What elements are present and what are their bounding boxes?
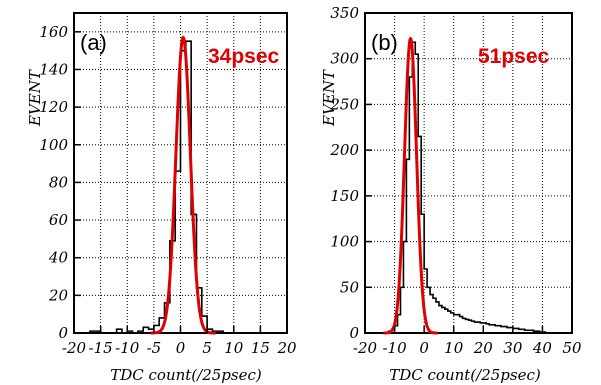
panel-b-ytick-label: 200: [329, 141, 359, 159]
panel-b-ylabel: EVENT: [320, 69, 338, 127]
panel-a-histogram-step: [74, 40, 287, 334]
panel-a-resolution-label: 34psec: [208, 45, 280, 68]
panel-b-xtick-label: -20: [353, 339, 378, 357]
panel-a-xtick-label: 10: [224, 339, 244, 357]
panel-a-label: (a): [80, 30, 107, 55]
panel-a-ytick-label: 100: [39, 136, 68, 154]
panel-a-fit: [150, 35, 216, 335]
panel-a-xtick-label: 20: [276, 339, 297, 357]
panel-a-xtick-label: -10: [115, 339, 140, 357]
panel-b-xtick-label: 50: [562, 339, 582, 357]
panel-a-ytick-label: 80: [49, 173, 69, 191]
panel-b-ytick-label: 300: [330, 50, 359, 68]
panel-b-ytick-label: 50: [340, 278, 360, 296]
panel-b-xtick-label: 10: [444, 339, 464, 357]
panel-a-xtick-label: -15: [89, 339, 113, 357]
panel-b-xlabel: TDC count(/25psec): [389, 366, 541, 384]
panel-b-histogram-step: [385, 41, 547, 334]
panel-a-grid: [74, 13, 287, 333]
panel-b-xtick-label: 0: [419, 339, 429, 357]
panel-a-xlabel: TDC count(/25psec): [110, 366, 262, 384]
panel-a-xtick-label: -5: [147, 339, 162, 357]
panel-b-ytick-label: 100: [330, 233, 359, 251]
panel-b-xtick-label: 40: [532, 339, 553, 357]
panel-b-ytick-label: 250: [329, 95, 359, 113]
panel-b: 0 50 100 150 200 250 300 350 -20 -10 0 10 20 30 40 50 (…: [320, 4, 582, 384]
panel-b-ytick-label: 150: [330, 187, 359, 205]
panel-b-fit: [383, 36, 438, 335]
panel-a-xtick-label: 5: [202, 339, 212, 357]
panel-a-ytick-label: 140: [39, 60, 68, 78]
panel-b-ytick-label: 0: [349, 324, 359, 342]
panel-b-ytick-label: 350: [330, 4, 359, 22]
panel-a-ytick-label: 40: [48, 249, 69, 267]
panel-b-ticks: 0 50 100 150 200 250 300 350 -20 -10 0 10 20 30 40 50: [329, 4, 582, 357]
panel-b-resolution-label: 51psec: [478, 45, 550, 68]
panel-a-xtick-label: -20: [62, 339, 87, 357]
panel-a-ytick-label: 160: [39, 23, 68, 41]
panel-a-ytick-label: 20: [48, 286, 69, 304]
panel-a-ytick-label: 0: [58, 324, 68, 342]
panel-b-xtick-label: 20: [473, 339, 494, 357]
panel-b-frame: [364, 12, 573, 334]
panel-b-xtick-label: -10: [382, 339, 407, 357]
panel-b-histogram: [385, 41, 547, 334]
panel-a-xtick-label: 0: [176, 339, 186, 357]
panel-a-ytick-label: 120: [39, 98, 68, 116]
panel-b-grid: [365, 13, 572, 333]
panel-b-label: (b): [371, 30, 398, 55]
panel-b-xtick-label: 30: [503, 339, 523, 357]
panel-b-gaussian-fit: [383, 36, 438, 335]
panel-a-xtick-label: 15: [251, 339, 270, 357]
panel-a-ylabel: EVENT: [26, 69, 44, 127]
panel-a-gaussian-fit: [150, 35, 216, 335]
panel-a-histogram: [74, 40, 287, 334]
panel-a-ytick-label: 60: [49, 211, 69, 229]
